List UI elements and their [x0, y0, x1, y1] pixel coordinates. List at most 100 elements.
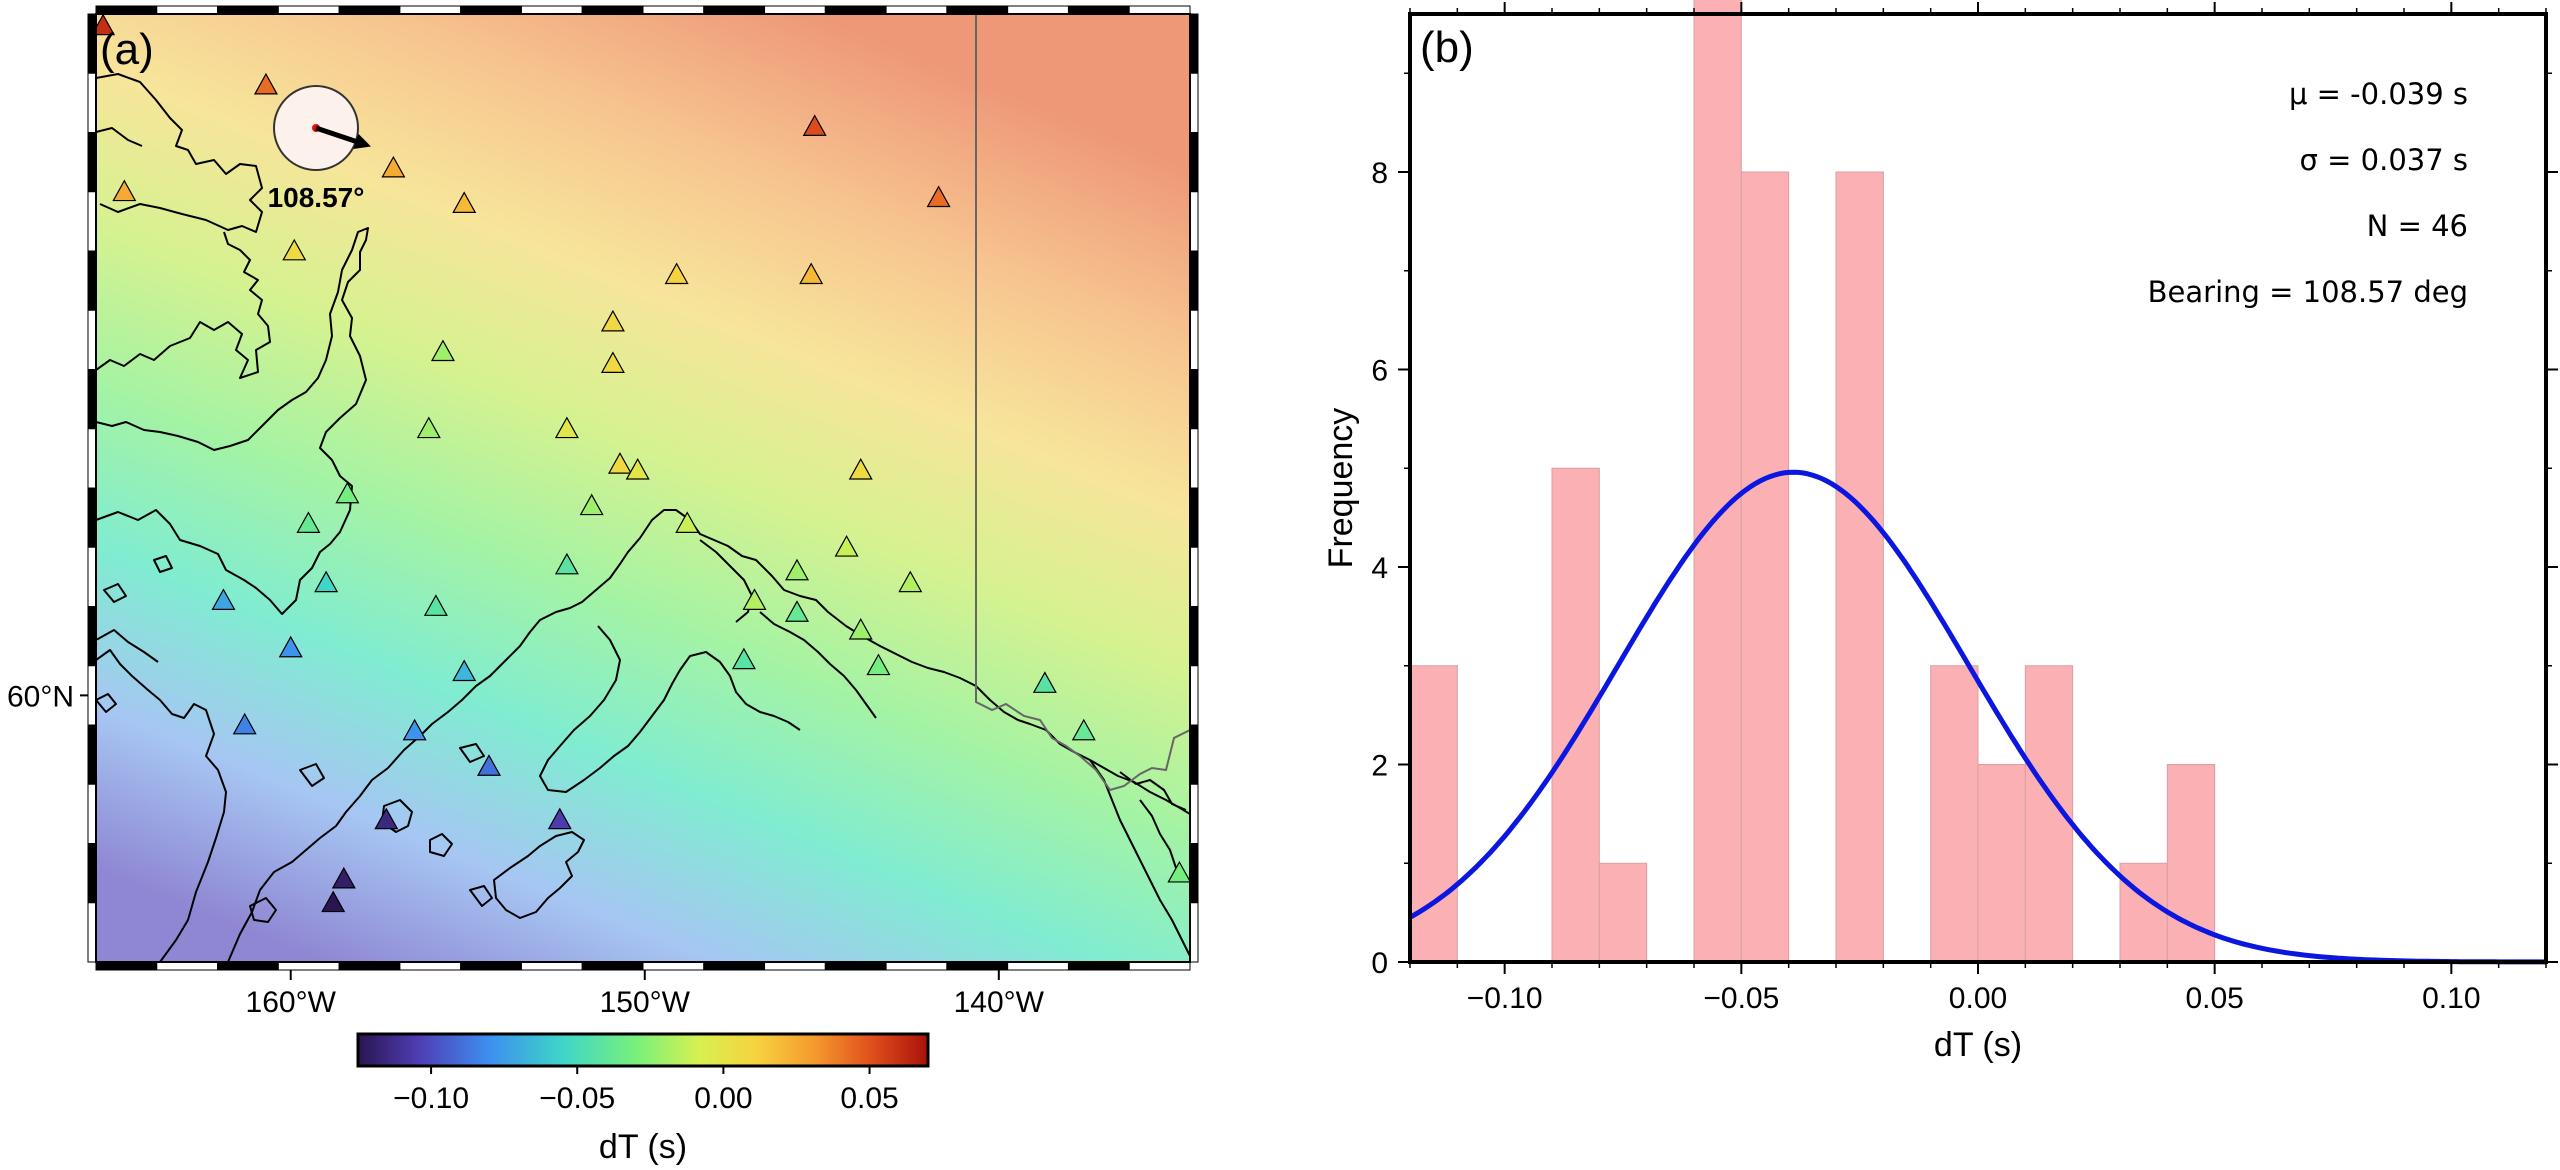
- border-line: [975, 14, 1190, 792]
- frame-segment: [1189, 843, 1199, 904]
- map-y-tick-label: 60°N: [7, 680, 74, 713]
- histogram-bar: [1409, 665, 1458, 963]
- station-marker: [402, 718, 427, 741]
- frame-segment: [1128, 5, 1191, 15]
- bearing-arrow-head: [353, 133, 371, 149]
- frame-segment: [703, 961, 766, 971]
- stat-mean: μ = -0.039 s: [2289, 77, 2468, 111]
- map-longitude-ticks: 160°W 150°W 140°W: [246, 970, 1045, 1019]
- frame-segment: [87, 546, 97, 607]
- station-marker: [430, 339, 455, 362]
- station-marker: [232, 712, 257, 735]
- frame-segment: [946, 961, 1009, 971]
- station-marker: [799, 262, 824, 285]
- station-marker: [554, 416, 579, 439]
- station-marker: [331, 866, 356, 889]
- station-marker: [784, 558, 810, 581]
- frame-segment: [764, 5, 826, 15]
- station-marker: [374, 807, 399, 830]
- colorbar: −0.10 −0.05 0.00 0.05 dT (s): [356, 1032, 930, 1166]
- station-marker: [381, 155, 406, 178]
- station-marker: [1167, 860, 1190, 883]
- station-marker: [848, 457, 873, 480]
- map-x-tick-label: 160°W: [246, 986, 337, 1019]
- frame-segment: [217, 961, 279, 971]
- frame-segment: [1189, 250, 1199, 311]
- frame-segment: [87, 369, 97, 430]
- frame-segment: [1189, 428, 1199, 489]
- station-marker: [211, 588, 236, 610]
- frame-segment: [824, 5, 887, 15]
- frame-segment: [1189, 783, 1199, 844]
- hist-x-tick-label: 0.10: [2422, 982, 2480, 1015]
- frame-segment: [87, 665, 97, 726]
- station-marker: [452, 659, 477, 682]
- frame-segment: [87, 72, 97, 133]
- frame-segment: [581, 5, 644, 15]
- x-axis-title: dT (s): [1934, 1026, 2022, 1064]
- station-marker: [898, 570, 923, 593]
- frame-segment: [824, 961, 887, 971]
- frame-segment: [87, 487, 97, 548]
- frame-segment: [95, 961, 158, 971]
- station-marker: [296, 511, 321, 533]
- hist-x-tick-label: 0.00: [1949, 982, 2007, 1015]
- stat-sigma: σ = 0.037 s: [2300, 143, 2468, 177]
- frame-segment: [946, 5, 1009, 15]
- frame-segment: [277, 5, 340, 15]
- frame-segment: [1189, 665, 1199, 726]
- hist-y-tick-label: 4: [1371, 552, 1388, 585]
- histogram-bars: [1409, 0, 2216, 963]
- frame-segment: [1189, 487, 1199, 548]
- station-marker: [1071, 718, 1096, 741]
- colorbar-tick-label: 0.05: [840, 1082, 898, 1115]
- histogram-frame: [1408, 12, 2548, 964]
- station-marker: [1032, 671, 1057, 693]
- colorbar-ticks: −0.10 −0.05 0.00 0.05: [393, 1066, 899, 1115]
- frame-segment: [87, 132, 97, 193]
- frame-segment: [87, 843, 97, 904]
- station-marker: [600, 309, 625, 332]
- frame-segment: [1067, 5, 1130, 15]
- hist-x-tick-label: −0.10: [1467, 982, 1543, 1015]
- station-marker: [579, 493, 604, 516]
- map-latitude-ticks: 60°N: [7, 680, 88, 713]
- frame-segment: [87, 428, 97, 489]
- station-marker: [547, 807, 572, 830]
- station-marker: [848, 617, 873, 640]
- frame-segment: [1189, 369, 1199, 430]
- station-marker: [802, 114, 827, 136]
- frame-segment: [1189, 309, 1199, 370]
- frame-segment: [460, 961, 522, 971]
- frame-segment: [87, 191, 97, 252]
- hist-y-tick-label: 6: [1371, 355, 1388, 388]
- frame-segment: [87, 13, 97, 74]
- frame-segment: [1189, 13, 1199, 74]
- y-axis-title: Frequency: [1322, 408, 1360, 569]
- station-marker: [607, 452, 633, 474]
- frame-segment: [885, 961, 948, 971]
- station-markers: [96, 14, 1190, 913]
- colorbar-tick-label: 0.00: [694, 1082, 752, 1115]
- frame-segment: [1189, 132, 1199, 193]
- bearing-arrow: [315, 125, 357, 144]
- station-marker: [112, 179, 137, 202]
- frame-segment: [399, 961, 462, 971]
- histogram-bar: [1835, 171, 1884, 963]
- frame-segment: [338, 961, 401, 971]
- station-marker: [335, 481, 360, 504]
- hist-y-tick-label: 8: [1371, 157, 1388, 190]
- station-marker: [96, 14, 116, 36]
- hist-x-tick-label: −0.05: [1703, 982, 1779, 1015]
- bearing-value: 108.57°: [268, 182, 365, 213]
- station-marker: [314, 570, 339, 593]
- station-marker: [282, 238, 307, 261]
- normal-fit-curve: [1408, 469, 2547, 965]
- frame-segment: [87, 724, 97, 785]
- frame-segment: [1189, 546, 1199, 607]
- station-marker: [784, 600, 810, 622]
- map-x-tick-label: 150°W: [600, 986, 691, 1019]
- station-marker: [731, 647, 756, 670]
- stat-count: N = 46: [2367, 209, 2468, 243]
- coastline: [96, 73, 1190, 962]
